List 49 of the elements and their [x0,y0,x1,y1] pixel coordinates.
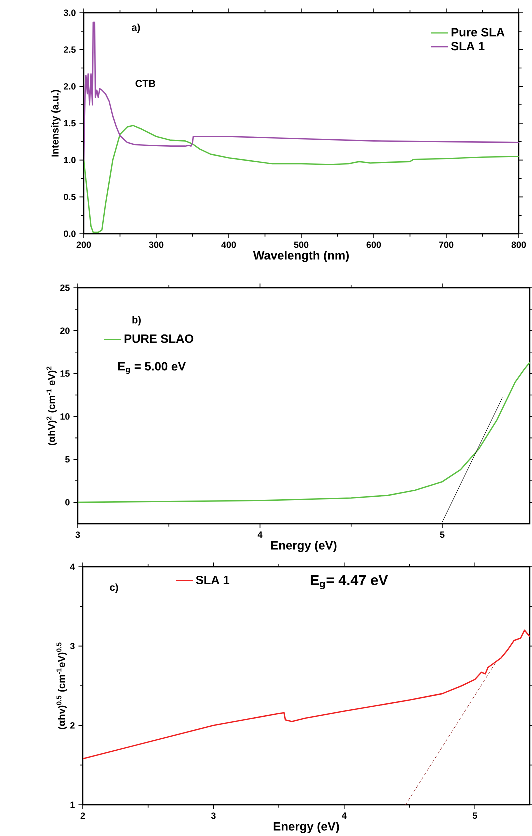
line-series [84,22,519,161]
y-tick-label: 0.0 [64,230,76,238]
y-tick-label: 10 [60,414,70,420]
y-tick-label: 5 [65,456,70,463]
x-tick-label: 400 [222,242,236,248]
y-tick-label: 2 [70,722,75,729]
x-tick-label: 700 [439,242,454,248]
y-tick-label: 25 [60,284,70,292]
y-axis-title: (αhV)$^{2}$ (cm$^{-1}$ eV)$^{2}$ [46,366,58,446]
legend-label: Pure SLA [452,28,505,37]
x-tick-label: 4 [258,532,263,538]
text: b) [132,316,141,326]
x-tick-label: 300 [149,242,164,248]
x-tick-label: 4 [342,812,347,819]
x-tick-label: 3 [76,532,80,538]
annotation: E$_{g}$= 4.47 eV [310,575,388,590]
y-tick-label: 1 [70,802,75,808]
x-tick-label: 2 [80,812,86,820]
line-series [83,630,530,760]
y-tick-label: 20 [60,328,70,334]
y-tick-label: 4 [70,564,76,570]
legend-label: SLA 1 [196,576,230,584]
y-axis-title: Intensity (a.u.) [52,90,61,157]
x-tick-label: 800 [512,242,526,248]
x-axis-title: Wavelength (nm) [253,251,350,262]
legend-label: PURE SLAO [124,334,194,344]
text: a) [132,24,140,34]
y-tick-label: 3 [70,643,75,650]
y-tick-label: 0.5 [64,194,76,200]
annotation: E$_{g}$ = 5.00 eV [118,362,186,374]
y-tick-label: 1.5 [64,120,76,127]
x-tick-label: 5 [440,532,445,538]
annotation: CTB [136,80,156,88]
y-tick-label: 2.0 [64,83,76,90]
x-axis-title: Energy (eV) [271,541,337,552]
x-tick-label: 3 [211,812,216,820]
x-tick-label: 5 [472,812,478,820]
x-tick-label: 200 [76,242,92,248]
y-tick-label: 0 [66,499,70,506]
text: c) [110,584,118,594]
y-tick-label: 2.5 [64,46,76,54]
x-tick-label: 500 [294,242,309,248]
legend-label: SLA 1 [451,42,485,51]
y-tick-label: 15 [60,370,70,377]
y-tick-label: 3.0 [64,10,76,16]
x-tick-label: 600 [366,242,382,248]
y-tick-label: 1.0 [64,157,76,164]
x-axis-title: Energy (eV) [274,822,340,834]
y-axis-title: (αhv)$^{0.5}$ (cm$^{-1}$eV)$^{0.5}$ [56,642,68,730]
